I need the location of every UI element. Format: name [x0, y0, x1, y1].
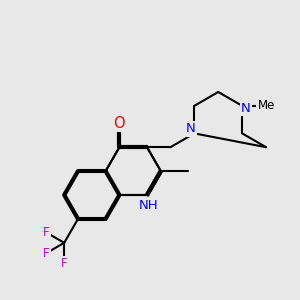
- Text: NH: NH: [139, 199, 158, 212]
- Text: N: N: [186, 122, 196, 135]
- Text: Me: Me: [257, 99, 275, 112]
- Text: F: F: [61, 257, 68, 270]
- Text: N: N: [241, 102, 250, 115]
- Text: F: F: [43, 226, 50, 239]
- Text: O: O: [114, 116, 125, 131]
- Text: F: F: [43, 247, 50, 260]
